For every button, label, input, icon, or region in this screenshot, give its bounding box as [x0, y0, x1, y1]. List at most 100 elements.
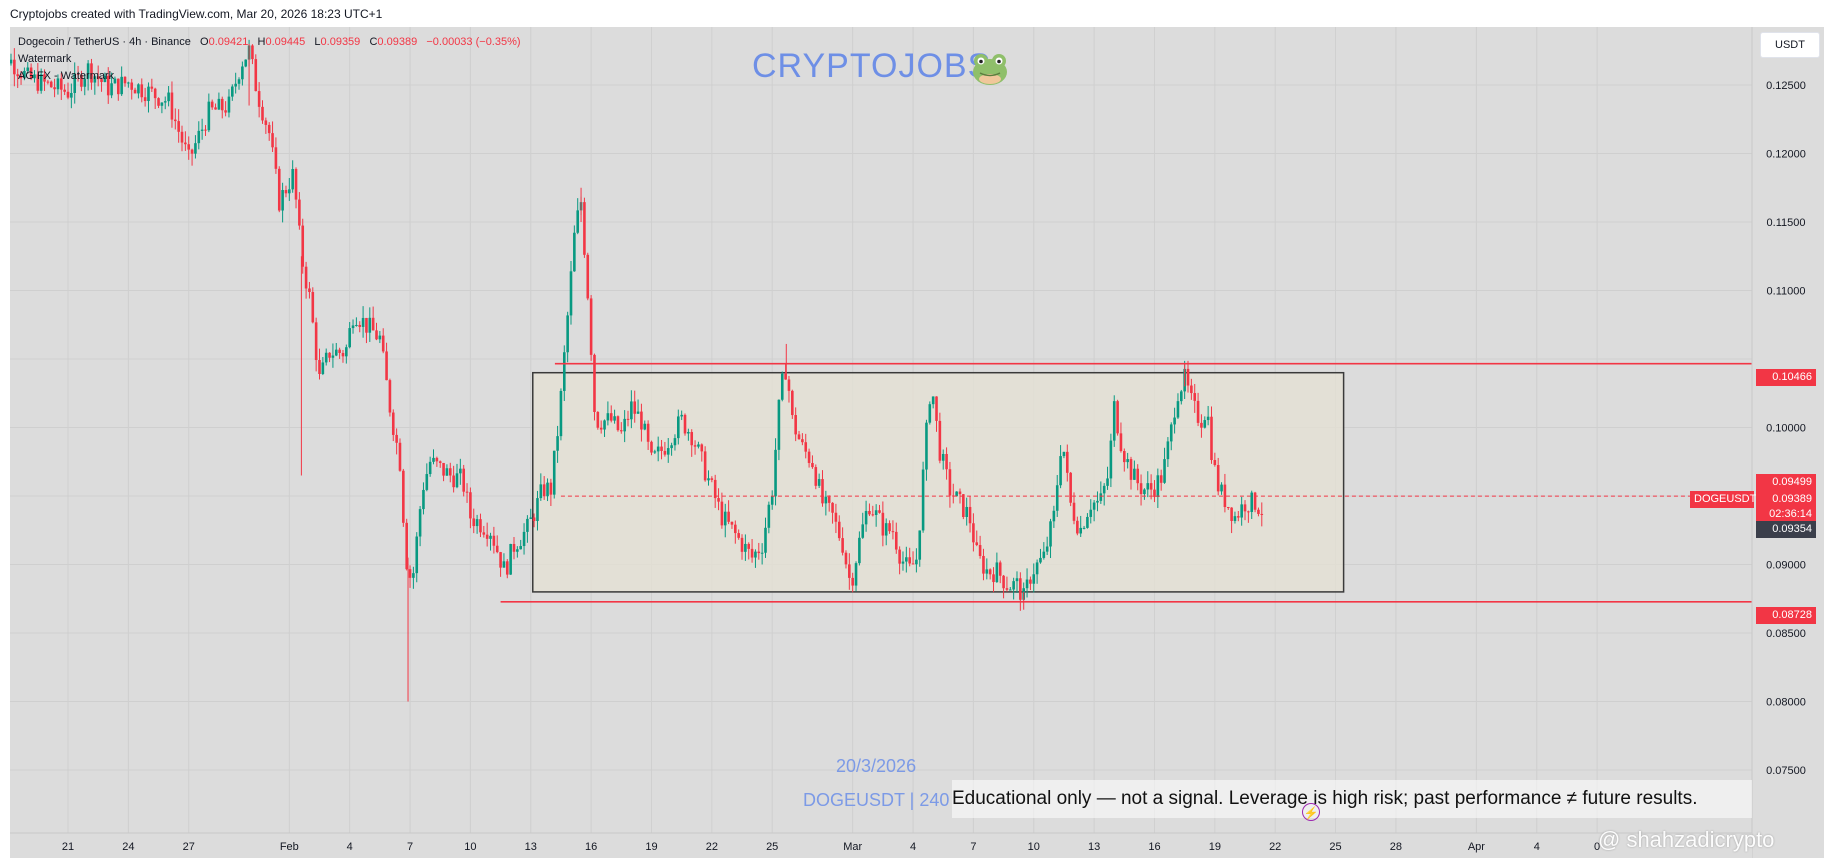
candle-body	[556, 436, 559, 451]
resistance-price-tag[interactable]: 0.10466	[1756, 369, 1816, 386]
candle-body	[33, 74, 36, 79]
candle-body	[780, 373, 784, 400]
symbol-price-tag[interactable]: DOGEUSDT	[1690, 491, 1756, 508]
price-tick-label: 0.08000	[1766, 697, 1806, 709]
candle-body	[643, 423, 647, 430]
candle-body	[1005, 588, 1009, 590]
candle-body	[137, 84, 140, 94]
candle-body	[995, 562, 999, 583]
candle-body	[1126, 459, 1129, 463]
candle-body	[264, 120, 268, 125]
legend-indicator-1[interactable]: Watermark	[18, 53, 72, 65]
time-tick-label: 16	[1148, 841, 1160, 853]
candle-body	[861, 524, 865, 538]
candle-body	[804, 442, 808, 452]
price-tick-label: 0.10000	[1766, 423, 1806, 435]
candle-body	[583, 202, 586, 255]
candle-body	[1086, 516, 1089, 528]
candle-body	[1146, 483, 1150, 490]
candle-body	[56, 78, 60, 90]
candle-body	[744, 543, 747, 552]
candle-body	[1092, 502, 1096, 510]
price-chart[interactable]: 0.07500 0.08000 0.08500 0.09000 0.10000 0.110…	[10, 27, 1824, 858]
candle-body	[1173, 417, 1176, 425]
candle-body	[177, 121, 180, 132]
candle-body	[298, 199, 301, 226]
time-tick-label: 7	[970, 841, 976, 853]
candle-body	[975, 542, 979, 546]
candle-body	[596, 411, 600, 428]
candle-body	[257, 91, 261, 107]
candle-body	[824, 496, 828, 504]
candle-body	[106, 75, 110, 96]
candle-body	[459, 468, 462, 474]
currency-button[interactable]: USDT	[1760, 32, 1820, 58]
candle-body	[1136, 468, 1140, 484]
candle-body	[499, 552, 502, 568]
high-label: H	[257, 36, 266, 48]
candle-body	[894, 531, 898, 550]
last-price-tag[interactable]: 0.09389	[1756, 491, 1816, 508]
candle-body	[1237, 516, 1240, 518]
candle-body	[509, 543, 512, 575]
candle-body	[422, 489, 425, 510]
candle-body	[1200, 422, 1203, 428]
candle-body	[566, 315, 569, 353]
low-price-tag[interactable]: 0.09354	[1756, 521, 1816, 538]
candle-body	[774, 449, 777, 497]
candle-body	[472, 518, 476, 527]
candle-body	[871, 514, 875, 516]
candle-body	[207, 101, 211, 131]
candle-body	[49, 81, 53, 88]
time-tick-label: 13	[525, 841, 537, 853]
candle-body	[469, 492, 472, 519]
candle-body	[606, 413, 610, 421]
candle-body	[495, 545, 499, 553]
candle-body	[666, 448, 670, 455]
candle-body	[1002, 575, 1005, 589]
candle-body	[834, 512, 838, 522]
candle-body	[837, 521, 841, 539]
candle-body	[1226, 507, 1230, 509]
candle-body	[36, 74, 40, 91]
watermark-date: 20/3/2026	[836, 756, 917, 776]
watermark-pair: DOGEUSDT | 240	[803, 790, 950, 810]
legend-symbol[interactable]: Dogecoin / TetherUS · 4h · Binance	[18, 36, 191, 48]
candle-body	[231, 86, 234, 97]
time-tick-label: Mar	[843, 841, 862, 853]
candle-body	[562, 352, 566, 391]
candle-body	[1123, 451, 1126, 463]
candle-body	[754, 551, 757, 558]
candle-body	[1166, 441, 1170, 460]
candle-body	[1012, 581, 1015, 590]
high-price-tag[interactable]: 0.09499	[1756, 474, 1816, 491]
chart-area[interactable]: 0.07500 0.08000 0.08500 0.09000 0.10000 0.110…	[10, 27, 1824, 858]
candle-body	[646, 423, 650, 442]
candle-body	[29, 67, 33, 79]
candle-body	[304, 266, 308, 289]
candle-body	[881, 512, 885, 536]
candle-body	[817, 479, 821, 486]
candle-body	[1076, 520, 1079, 534]
support-price-tag[interactable]: 0.08728	[1756, 607, 1816, 624]
time-tick-label: 24	[122, 841, 134, 853]
candle-body	[1196, 400, 1200, 423]
candle-body	[190, 149, 194, 154]
candle-body	[690, 432, 694, 446]
close-label: C	[369, 36, 378, 48]
candle-body	[351, 325, 355, 329]
candle-body	[1042, 551, 1046, 558]
candle-body	[174, 119, 177, 122]
price-tick-label: 0.12500	[1766, 80, 1806, 92]
candle-body	[1223, 484, 1227, 508]
candle-body	[217, 98, 221, 110]
candle-body	[757, 551, 761, 554]
time-tick-label: Apr	[1468, 841, 1485, 853]
time-tick-label: 25	[1329, 841, 1341, 853]
lightning-icon[interactable]: ⚡	[1302, 803, 1320, 821]
legend-indicator-2[interactable]: AG FX - Watermark	[18, 70, 115, 82]
candle-body	[569, 271, 573, 316]
candle-body	[814, 467, 818, 486]
candle-body	[760, 552, 764, 554]
candle-body	[1059, 456, 1062, 486]
